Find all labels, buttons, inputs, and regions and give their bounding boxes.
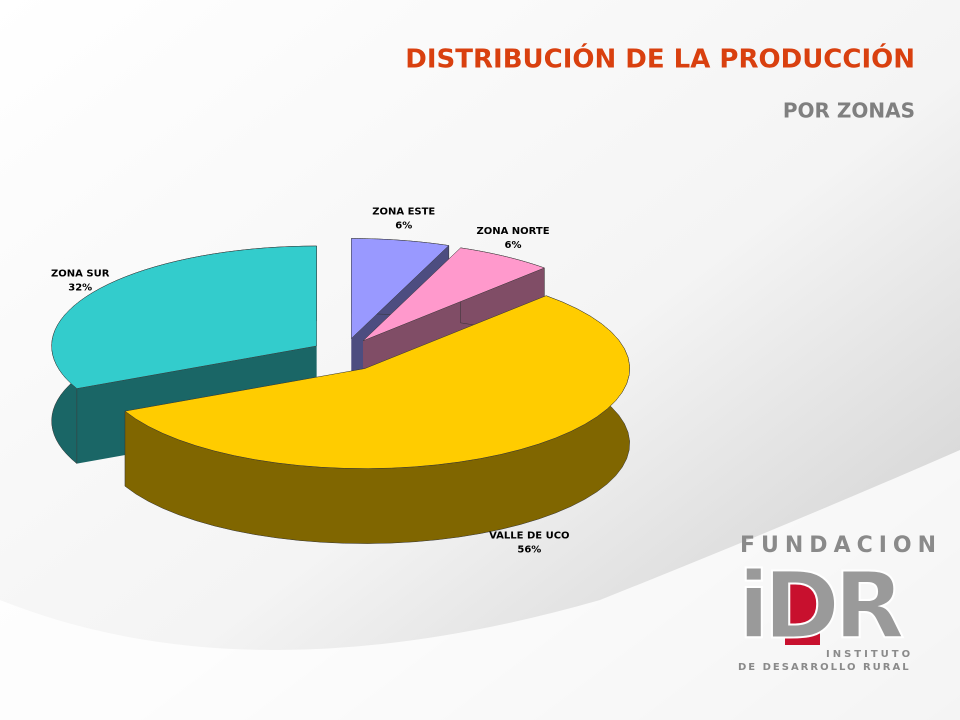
slice-label: ZONA ESTE	[372, 207, 435, 218]
logo-red	[785, 575, 820, 645]
logo: FUNDACION iDR INSTITUTO DE DESARROLLO RU…	[737, 533, 942, 673]
slice-label: ZONA NORTE	[476, 226, 549, 237]
slice	[362, 247, 546, 342]
chart-title: DISTRIBUCIÓN DE LA PRODUCCIÓN	[405, 43, 915, 75]
chart-subtitle: POR ZONAS	[783, 99, 915, 123]
logo-letters: iDR	[738, 552, 903, 659]
slice-value-label: 6%	[505, 240, 522, 251]
swoosh	[0, 450, 960, 720]
slice	[124, 295, 630, 469]
slice	[351, 238, 450, 340]
logo-line1: INSTITUTO	[826, 649, 913, 660]
pie: ZONA ESTE 6% ZONA NORTE 6% VALLE DE UCO 56% ZO…	[51, 207, 630, 555]
slice-value-label: 32%	[68, 283, 92, 294]
slice-value-label: 6%	[395, 221, 412, 232]
slice	[51, 245, 317, 389]
logo-top: FUNDACION	[740, 533, 942, 558]
slice-value-label: 56%	[517, 544, 541, 555]
slice-label: ZONA SUR	[51, 269, 110, 280]
slice-label: VALLE DE UCO	[489, 530, 569, 541]
logo-line2: DE DESARROLLO RURAL	[738, 662, 911, 673]
